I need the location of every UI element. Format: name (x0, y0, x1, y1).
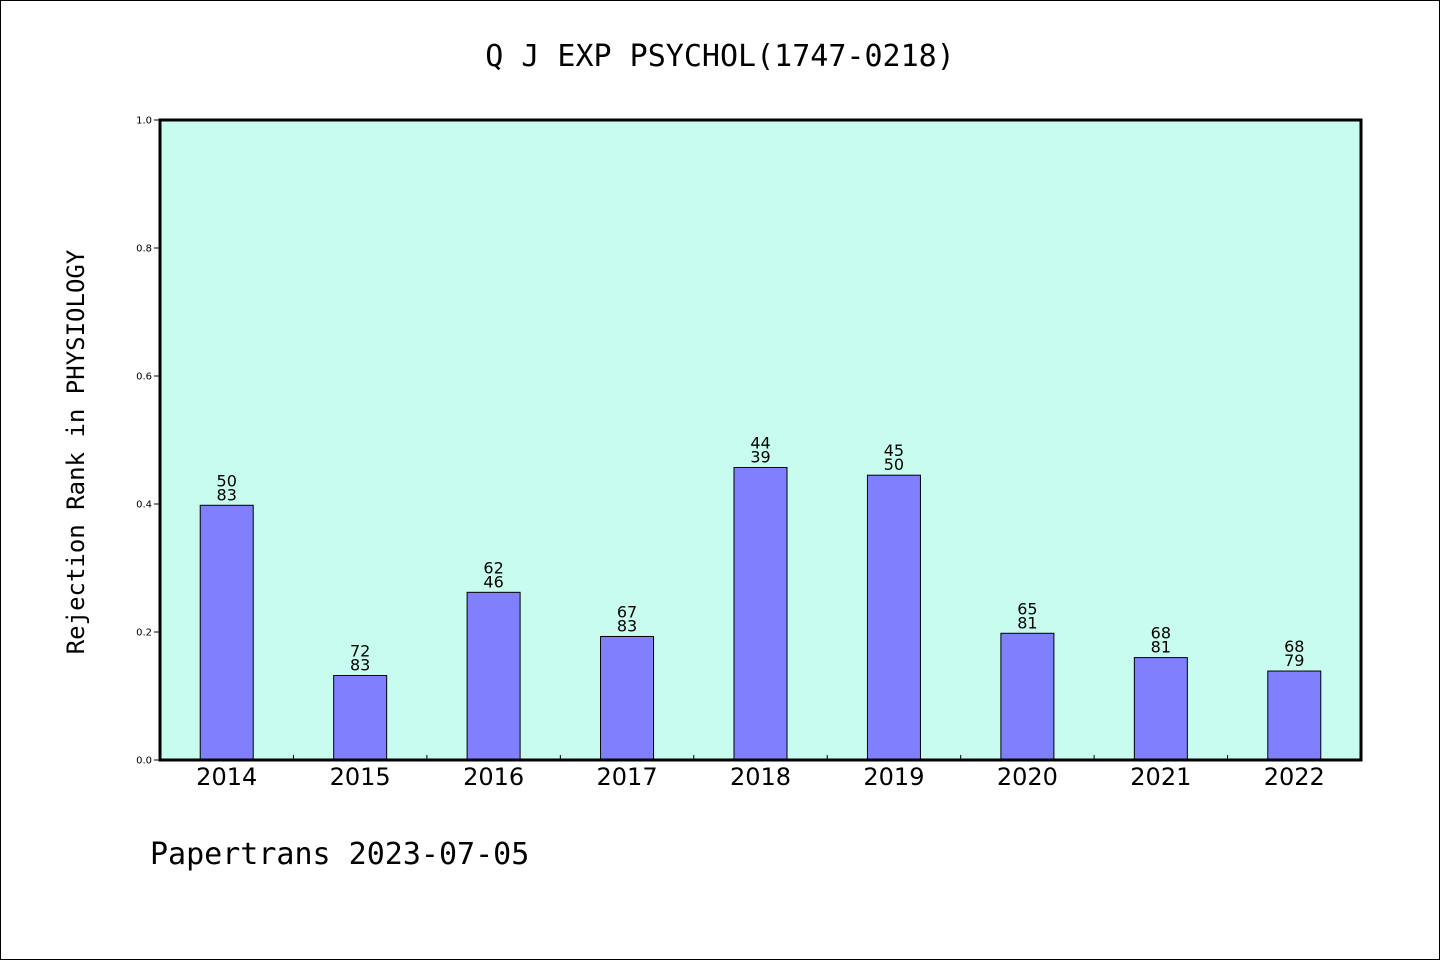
data-label-bottom: 83 (617, 616, 637, 635)
bar (1267, 670, 1322, 761)
data-label-top: 45 (884, 441, 904, 460)
data-label-top: 50 (217, 471, 237, 490)
bar (199, 504, 254, 761)
x-tick-label: 2021 (1130, 763, 1191, 791)
data-label-top: 68 (1284, 637, 1304, 656)
bar (1133, 657, 1188, 761)
y-tick-label: 1.0 (136, 116, 152, 127)
data-label-bottom: 81 (1151, 638, 1171, 657)
data-label-top: 67 (617, 602, 637, 621)
y-tick-label: 0.8 (136, 244, 152, 255)
x-tick-label: 2019 (863, 763, 924, 791)
data-label-bottom: 79 (1284, 651, 1304, 670)
x-tick-label: 2014 (196, 763, 257, 791)
data-label-top: 44 (750, 434, 770, 453)
data-label-bottom: 83 (350, 656, 370, 675)
footer-text: Papertrans 2023-07-05 (150, 837, 529, 872)
data-label-bottom: 81 (1017, 613, 1037, 632)
bar (1000, 632, 1055, 761)
y-tick-label: 0.4 (136, 500, 152, 511)
data-label-top: 65 (1017, 599, 1037, 618)
y-tick-label: 0.6 (136, 372, 152, 383)
bar (866, 474, 921, 761)
y-axis: 0.0 0.2 0.4 0.6 0.8 1.0 (136, 116, 160, 767)
chart-title: Q J EXP PSYCHOL(1747-0218) (485, 39, 955, 74)
bar (333, 675, 388, 761)
data-label-bottom: 83 (217, 485, 237, 504)
data-label-top: 62 (483, 558, 503, 577)
x-tick-label: 2017 (597, 763, 658, 791)
x-tick-label: 2022 (1264, 763, 1325, 791)
bar (733, 467, 788, 761)
data-label-bottom: 46 (483, 572, 503, 591)
data-label-top: 72 (350, 642, 370, 661)
x-tick-label: 2018 (730, 763, 791, 791)
data-label-top: 68 (1151, 624, 1171, 643)
data-label-bottom: 39 (750, 448, 770, 467)
x-tick-label: 2016 (463, 763, 524, 791)
y-tick-label: 0.0 (136, 756, 152, 767)
y-tick-label: 0.2 (136, 628, 152, 639)
bar (466, 591, 521, 761)
y-axis-label: Rejection Rank in PHYSIOLOGY (62, 249, 90, 654)
x-tick-label: 2020 (997, 763, 1058, 791)
plot-border (158, 118, 1363, 762)
bar (600, 635, 655, 761)
x-axis: 2014 2015 2016 2017 2018 2019 2020 2021 2022 (196, 755, 1325, 791)
bars-group (199, 467, 1322, 761)
x-tick-label: 2015 (330, 763, 391, 791)
data-label-bottom: 50 (884, 455, 904, 474)
